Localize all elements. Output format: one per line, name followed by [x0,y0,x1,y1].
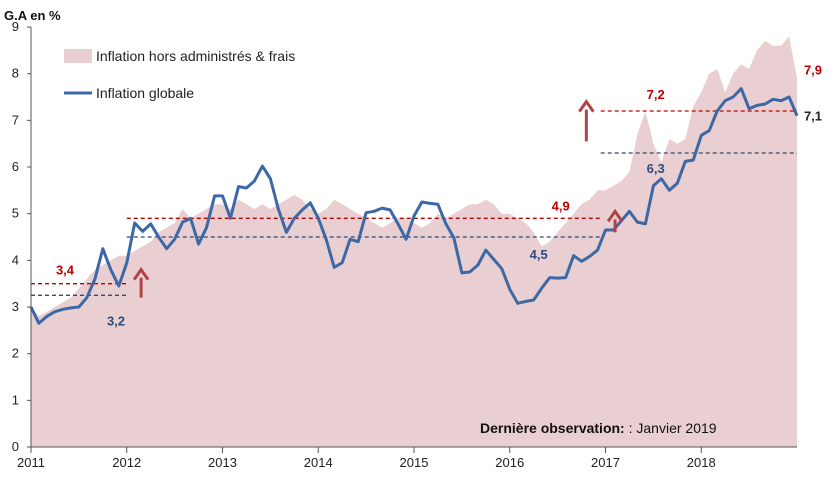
x-tick-label: 2014 [304,455,333,470]
annotations: 3,4 3,2 4,9 4,5 7,2 6,3 7,9 7,1 [56,62,822,328]
y-tick-label: 1 [12,392,19,407]
note-rest: : Janvier 2019 [625,420,717,436]
x-tick-label: 2013 [208,455,237,470]
area-layer [31,36,797,448]
reference-label-1: 3,2 [107,313,125,328]
x-tick-label: 2011 [17,455,45,470]
x-tick-label: 2015 [400,455,429,470]
axes: 0 1 2 3 4 5 6 7 8 9 2011 2012 2013 2014 2015 2016 2017 20… [12,19,797,470]
line-series-headline-inflation [29,87,799,325]
note-bold: Dernière observation: [480,420,625,436]
legend: Inflation hors administrés & frais Infla… [64,48,295,101]
end-label-0: 7,9 [804,62,822,77]
x-tick-label: 2018 [687,455,716,470]
x-tick-label: 2016 [495,455,524,470]
x-tick-label: 2012 [112,455,141,470]
y-tick-label: 9 [12,19,19,34]
area-series-core-inflation [31,36,797,448]
y-tick-label: 5 [12,206,19,221]
y-tick-label: 0 [12,439,19,454]
reference-label-4: 7,2 [647,87,665,102]
reference-label-2: 4,9 [552,198,570,213]
legend-label-line: Inflation globale [96,85,194,101]
reference-label-3: 4,5 [530,247,548,262]
reference-label-0: 3,4 [56,263,75,278]
last-observation-note: Dernière observation: : Janvier 2019 [480,420,717,436]
y-tick-label: 6 [12,159,19,174]
x-tick-label: 2017 [591,455,620,470]
y-axis-title: G.A en % [4,8,61,23]
line-layer [29,87,799,325]
y-tick-label: 2 [12,346,19,361]
y-tick-label: 3 [12,299,19,314]
reference-lines-layer [31,110,797,296]
end-label-1: 7,1 [804,109,822,124]
y-tick-label: 8 [12,66,19,81]
legend-label-area: Inflation hors administrés & frais [96,48,295,64]
up-arrow-head [606,208,624,223]
y-tick-label: 4 [12,252,19,267]
y-tick-label: 7 [12,112,19,127]
reference-label-5: 6,3 [647,161,665,176]
up-arrow-head [578,99,595,113]
legend-swatch-area [64,49,92,63]
up-arrow-head [132,267,150,281]
